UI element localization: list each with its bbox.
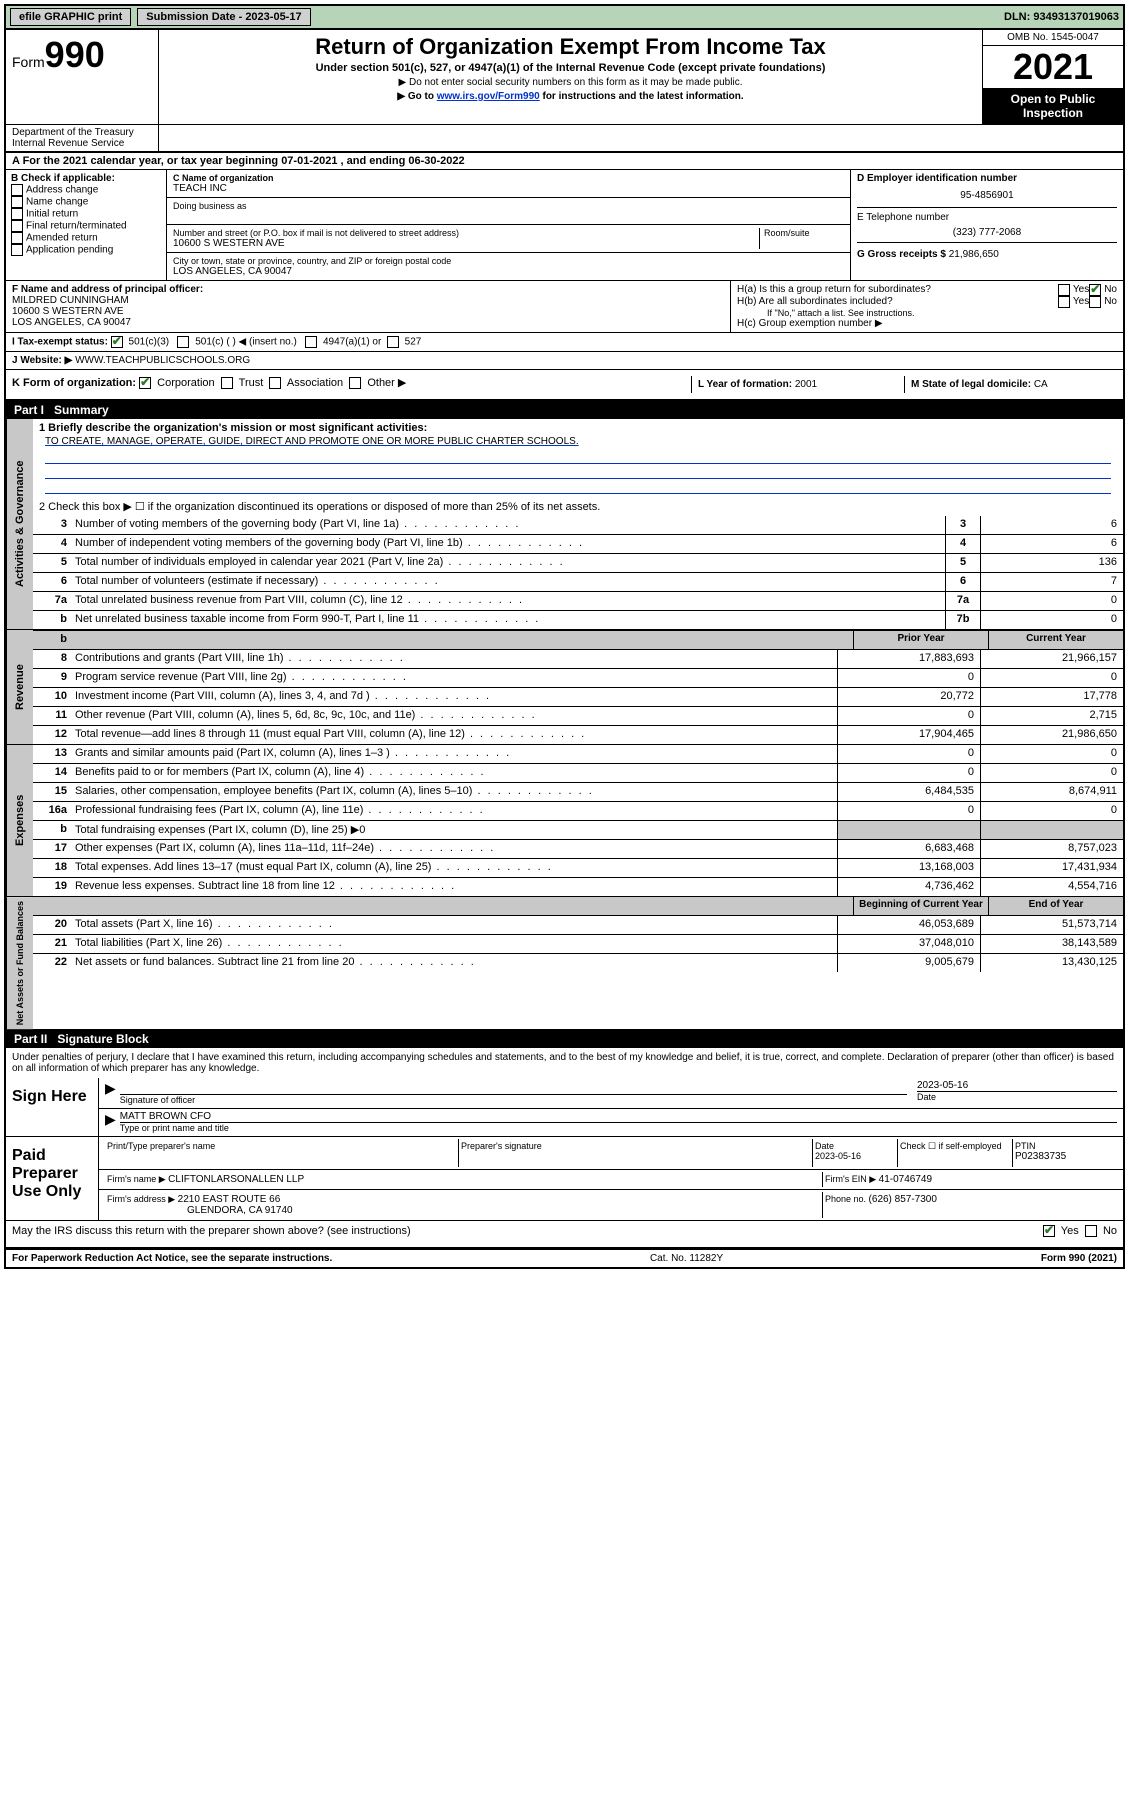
principal-officer: F Name and address of principal officer:… [6,281,731,332]
summary-line-4: 4Number of independent voting members of… [33,535,1123,554]
form-note2: ▶ Go to www.irs.gov/Form990 for instruct… [163,91,978,102]
col-b-checkboxes: B Check if applicable: Address change Na… [6,170,167,280]
form-number-box: Form990 [6,30,159,124]
sig-date: 2023-05-16 [917,1080,1117,1091]
firm-addr: 2210 EAST ROUTE 66 [178,1194,281,1205]
ha-no-checked [1089,284,1101,296]
org-city: LOS ANGELES, CA 90047 [173,266,844,277]
paid-preparer-row: Paid Preparer Use Only Print/Type prepar… [6,1137,1123,1221]
page-footer: For Paperwork Reduction Act Notice, see … [6,1248,1123,1267]
line-17: 17Other expenses (Part IX, column (A), l… [33,840,1123,859]
ptin: P02383735 [1015,1151,1115,1162]
form-title: Return of Organization Exempt From Incom… [163,34,978,60]
line-14: 14Benefits paid to or for members (Part … [33,764,1123,783]
check-final-return[interactable]: Final return/terminated [11,220,161,232]
org-street: 10600 S WESTERN AVE [173,238,759,249]
vert-revenue: Revenue [6,630,33,744]
firm-ein: 41-0746749 [879,1174,932,1185]
summary-line-3: 3Number of voting members of the governi… [33,516,1123,535]
section-net-assets: Net Assets or Fund Balances Beginning of… [6,897,1123,1030]
open-public: Open to Public Inspection [983,88,1123,124]
line-18: 18Total expenses. Add lines 13–17 (must … [33,859,1123,878]
submission-date: Submission Date - 2023-05-17 [137,8,310,26]
section-revenue: Revenue b Prior Year Current Year 8Contr… [6,630,1123,745]
form-990-page: efile GRAPHIC print Submission Date - 20… [4,4,1125,1269]
irs-link[interactable]: www.irs.gov/Form990 [437,91,540,102]
form-990: 990 [45,34,105,75]
mission: TO CREATE, MANAGE, OPERATE, GUIDE, DIREC… [39,434,1117,449]
line-8: 8Contributions and grants (Part VIII, li… [33,650,1123,669]
line-12: 12Total revenue—add lines 8 through 11 (… [33,726,1123,744]
check-app-pending[interactable]: Application pending [11,244,161,256]
col-d-ein: D Employer identification number 95-4856… [851,170,1123,280]
summary-line-5: 5Total number of individuals employed in… [33,554,1123,573]
check-initial-return[interactable]: Initial return [11,208,161,220]
dept-treasury: Department of the Treasury Internal Reve… [6,125,159,151]
summary-line-b: bNet unrelated business taxable income f… [33,611,1123,629]
sign-here-row: Sign Here ▶ Signature of officer 2023-05… [6,1078,1123,1137]
line-13: 13Grants and similar amounts paid (Part … [33,745,1123,764]
header-row: Form990 Return of Organization Exempt Fr… [6,30,1123,125]
form-note1: ▶ Do not enter social security numbers o… [163,77,978,88]
part-i-header: Part I Summary [6,401,1123,419]
title-box: Return of Organization Exempt From Incom… [159,30,983,124]
form-subtitle: Under section 501(c), 527, or 4947(a)(1)… [163,62,978,74]
may-irs-discuss: May the IRS discuss this return with the… [6,1221,1123,1248]
corp-checked [139,377,151,389]
vert-governance: Activities & Governance [6,419,33,629]
row-j-website: J Website: ▶ WWW.TEACHPUBLICSCHOOLS.ORG [6,352,1123,370]
part-ii-header: Part II Signature Block [6,1030,1123,1048]
efile-topbar: efile GRAPHIC print Submission Date - 20… [6,6,1123,30]
line-b: bTotal fundraising expenses (Part IX, co… [33,821,1123,840]
discuss-yes-checked [1043,1225,1055,1237]
dln: DLN: 93493137019063 [1004,11,1119,23]
501c3-checked [111,336,123,348]
omb-number: OMB No. 1545-0047 [983,30,1123,46]
org-name: TEACH INC [173,183,844,194]
line-19: 19Revenue less expenses. Subtract line 1… [33,878,1123,896]
line-20: 20Total assets (Part X, line 16)46,053,6… [33,916,1123,935]
officer-name: MATT BROWN CFO [120,1111,1117,1122]
vert-expenses: Expenses [6,745,33,896]
firm-phone: (626) 857-7300 [869,1194,937,1205]
efile-graphic-print[interactable]: efile GRAPHIC print [10,8,131,26]
group-return: H(a) Is this a group return for subordin… [731,281,1123,332]
ein: 95-4856901 [857,184,1117,207]
row-i-tax-status: I Tax-exempt status: 501(c)(3) 501(c) ( … [6,333,1123,352]
website: WWW.TEACHPUBLICSCHOOLS.ORG [75,355,250,366]
dept-row: Department of the Treasury Internal Reve… [6,125,1123,153]
line-21: 21Total liabilities (Part X, line 26)37,… [33,935,1123,954]
tax-year: 2021 [983,46,1123,88]
vert-net: Net Assets or Fund Balances [6,897,33,1029]
line-16a: 16aProfessional fundraising fees (Part I… [33,802,1123,821]
line-15: 15Salaries, other compensation, employee… [33,783,1123,802]
check-name-change[interactable]: Name change [11,196,161,208]
line-22: 22Net assets or fund balances. Subtract … [33,954,1123,972]
line-9: 9Program service revenue (Part VIII, lin… [33,669,1123,688]
section-governance: Activities & Governance 1 Briefly descri… [6,419,1123,630]
omb-box: OMB No. 1545-0047 2021 Open to Public In… [983,30,1123,124]
gross-receipts: 21,986,650 [949,249,999,260]
col-c-org-info: C Name of organization TEACH INC Doing b… [167,170,851,280]
perjury-decl: Under penalties of perjury, I declare th… [6,1048,1123,1078]
row-a-tax-year: A For the 2021 calendar year, or tax yea… [6,153,1123,170]
phone: (323) 777-2068 [857,223,1117,242]
check-amended[interactable]: Amended return [11,232,161,244]
row-fh: F Name and address of principal officer:… [6,281,1123,333]
row-klm: K Form of organization: Corporation Trus… [6,370,1123,401]
section-expenses: Expenses 13Grants and similar amounts pa… [6,745,1123,897]
form-word: Form [12,54,45,70]
summary-line-6: 6Total number of volunteers (estimate if… [33,573,1123,592]
line-10: 10Investment income (Part VIII, column (… [33,688,1123,707]
summary-line-7a: 7aTotal unrelated business revenue from … [33,592,1123,611]
firm-name: CLIFTONLARSONALLEN LLP [168,1174,304,1185]
line-11: 11Other revenue (Part VIII, column (A), … [33,707,1123,726]
check-address-change[interactable]: Address change [11,184,161,196]
section-bcd: B Check if applicable: Address change Na… [6,170,1123,281]
